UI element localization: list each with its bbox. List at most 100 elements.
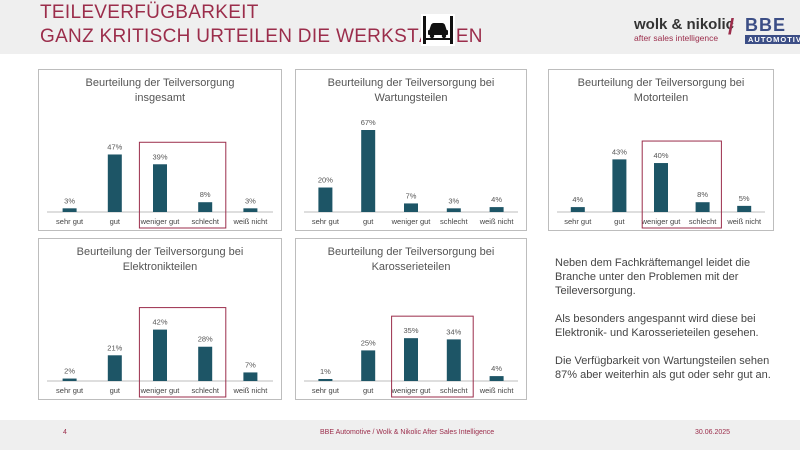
- category-label: sehr gut: [564, 217, 592, 226]
- category-label: sehr gut: [56, 386, 84, 395]
- commentary: Neben dem Fachkräftemangel leidet die Br…: [555, 256, 785, 396]
- data-label: 2%: [64, 367, 75, 376]
- commentary-paragraph: Als besonders angespannt wird diese bei …: [555, 313, 759, 339]
- bar: [489, 207, 504, 212]
- bar: [570, 207, 585, 212]
- data-label: 5%: [739, 194, 750, 203]
- data-label: 34%: [446, 327, 461, 336]
- category-label: weniger gut: [140, 386, 181, 395]
- chart-panel-elektronikteile: 2% sehr gut 21% gut 42% weniger gut 28% schlech…: [38, 238, 282, 400]
- data-label: 4%: [491, 195, 502, 204]
- category-label: weiß nicht: [233, 217, 269, 226]
- category-label: gut: [110, 217, 121, 226]
- bar: [446, 339, 461, 381]
- bar: [243, 372, 258, 381]
- data-label: 25%: [361, 338, 376, 347]
- category-label: gut: [614, 217, 625, 226]
- data-label: 40%: [653, 151, 668, 160]
- category-label: schlecht: [689, 217, 717, 226]
- footer-source: BBE Automotive / Wolk & Nikolic After Sa…: [320, 429, 495, 436]
- category-label: gut: [110, 386, 121, 395]
- category-label: schlecht: [440, 386, 468, 395]
- category-label: weniger gut: [391, 386, 432, 395]
- bar: [612, 159, 627, 212]
- bar: [695, 202, 710, 212]
- category-label: sehr gut: [312, 217, 340, 226]
- chart-panel-insgesamt: 3% sehr gut 47% gut 39% weniger gut 8% schlecht…: [38, 69, 282, 231]
- bar: [489, 376, 504, 381]
- bar: [62, 208, 77, 212]
- data-label: 21%: [107, 343, 122, 352]
- data-label: 39%: [152, 152, 167, 161]
- bar: [446, 208, 461, 212]
- data-label: 35%: [403, 326, 418, 335]
- bar: [361, 130, 376, 212]
- bar: [62, 378, 77, 381]
- category-label: sehr gut: [312, 386, 340, 395]
- logo-tagline: after sales intelligence: [634, 33, 719, 43]
- car-lift-icon: [421, 14, 455, 46]
- chart-title: Beurteilung der Teilversorgung bei Wartun…: [327, 77, 495, 104]
- category-label: schlecht: [440, 217, 468, 226]
- chart-panel-wartungsteile: 20% sehr gut 67% gut 7% weniger gut 3% schlecht…: [295, 69, 527, 231]
- data-label: 7%: [406, 191, 417, 200]
- data-label: 28%: [198, 335, 213, 344]
- bar: [198, 202, 213, 212]
- category-label: gut: [363, 386, 374, 395]
- category-label: schlecht: [191, 217, 219, 226]
- bar: [198, 346, 213, 381]
- company-logo: wolk & nikolic after sales intelligence …: [628, 14, 800, 46]
- highlight-box: [138, 307, 227, 398]
- category-label: weiß nicht: [479, 217, 515, 226]
- data-label: 4%: [572, 195, 583, 204]
- highlight-box: [138, 141, 227, 229]
- data-label: 47%: [107, 142, 122, 151]
- category-label: schlecht: [191, 386, 219, 395]
- category-label: weiß nicht: [726, 217, 762, 226]
- page-title-line2: GANZ KRITISCH URTEILEN DIE WERKSTÄTTEN: [40, 26, 483, 47]
- bar: [404, 203, 418, 212]
- data-label: 3%: [245, 196, 256, 205]
- data-label: 43%: [612, 147, 627, 156]
- highlight-box: [391, 315, 474, 398]
- commentary-paragraph: Die Verfügbarkeit von Wartungsteilen seh…: [555, 355, 771, 381]
- data-label: 1%: [320, 367, 331, 376]
- logo-wolk-nikolic: wolk & nikolic: [634, 16, 735, 33]
- data-label: 67%: [361, 118, 376, 127]
- data-label: 3%: [64, 196, 75, 205]
- bar-chart: 20% sehr gut 67% gut 7% weniger gut 3% schlecht…: [304, 118, 518, 226]
- bar: [318, 379, 333, 381]
- bar: [318, 187, 333, 212]
- bar: [153, 329, 167, 381]
- bar: [361, 350, 376, 381]
- commentary-paragraph: Neben dem Fachkräftemangel leidet die Br…: [555, 257, 751, 297]
- bar: [243, 208, 258, 212]
- category-label: weiß nicht: [479, 386, 515, 395]
- chart-title: Beurteilung der Teilversorgung bei Elektr…: [76, 246, 244, 273]
- data-label: 42%: [152, 318, 167, 327]
- category-label: sehr gut: [56, 217, 84, 226]
- chart-title: Beurteilung der Teilversorgung bei Kaross…: [327, 246, 495, 273]
- chart-panel-motorteile: 4% sehr gut 43% gut 40% weniger gut 8% schlecht…: [548, 69, 774, 231]
- bar-chart: 4% sehr gut 43% gut 40% weniger gut 8% schlecht…: [557, 140, 765, 229]
- bar-chart: 1% sehr gut 25% gut 35% weniger gut 34% schlech…: [304, 315, 518, 398]
- data-label: 8%: [697, 190, 708, 199]
- data-label: 4%: [491, 364, 502, 373]
- logo-slash: /: [728, 14, 735, 39]
- chart-panel-karosserieteile: 1% sehr gut 25% gut 35% weniger gut 34% schlech…: [295, 238, 527, 400]
- category-label: weniger gut: [140, 217, 181, 226]
- chart-title: Beurteilung der Teilversorgung bei Motort…: [577, 77, 745, 104]
- category-label: gut: [363, 217, 374, 226]
- bar: [107, 355, 122, 381]
- bar: [153, 164, 167, 212]
- bar: [654, 163, 668, 212]
- logo-bbe: BBE: [745, 15, 787, 35]
- logo-automotive: AUTOMOTIVE: [745, 35, 800, 44]
- page-title-line1: TEILEVERFÜGBARKEIT: [40, 2, 259, 23]
- data-label: 20%: [318, 176, 333, 185]
- footer-date: 30.06.2025: [695, 429, 731, 436]
- footer-bar: [0, 420, 800, 450]
- page-number: 4: [63, 429, 67, 436]
- bar-chart: 3% sehr gut 47% gut 39% weniger gut 8% schlecht…: [47, 141, 273, 229]
- data-label: 8%: [200, 190, 211, 199]
